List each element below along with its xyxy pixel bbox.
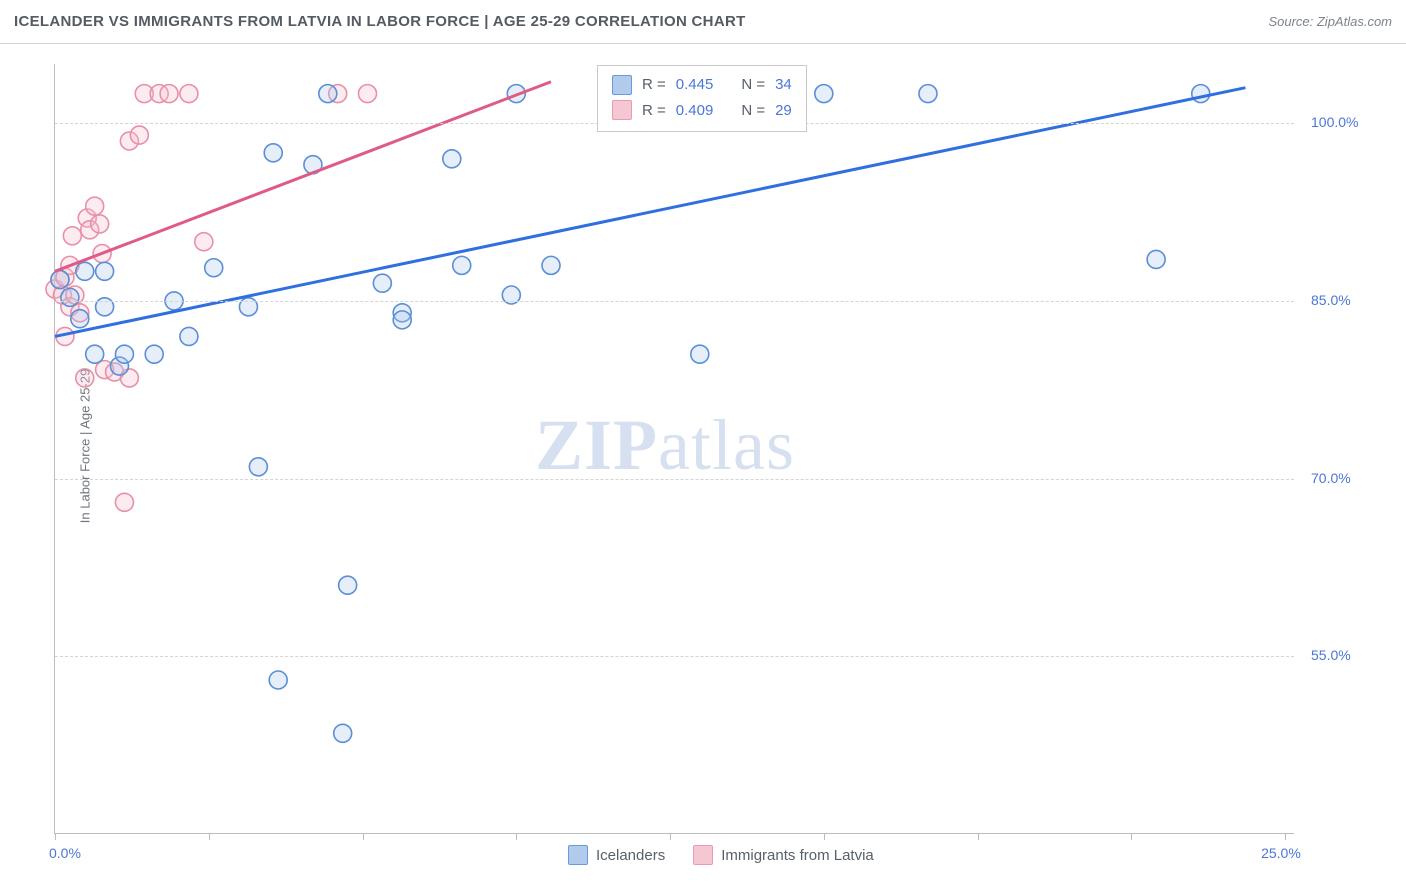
data-point [269, 671, 287, 689]
source-label: Source: ZipAtlas.com [1268, 14, 1392, 29]
data-point [61, 288, 79, 306]
title-bar: ICELANDER VS IMMIGRANTS FROM LATVIA IN L… [0, 0, 1406, 44]
y-tick-label: 100.0% [1311, 114, 1358, 130]
data-point [249, 458, 267, 476]
data-point [339, 576, 357, 594]
data-point [63, 227, 81, 245]
data-point [71, 310, 89, 328]
data-point [1147, 250, 1165, 268]
data-point [86, 197, 104, 215]
data-point [393, 311, 411, 329]
data-point [195, 233, 213, 251]
n-value-2: 29 [775, 98, 792, 124]
r-value-1: 0.445 [676, 72, 714, 98]
scatter-svg [55, 64, 1295, 834]
x-tick-label: 25.0% [1261, 845, 1301, 861]
data-point [51, 271, 69, 289]
swatch-icelanders-icon [612, 75, 632, 95]
data-point [76, 262, 94, 280]
data-point [1192, 85, 1210, 103]
data-point [919, 85, 937, 103]
data-point [334, 724, 352, 742]
n-label-2: N = [741, 98, 765, 124]
n-value-1: 34 [775, 72, 792, 98]
legend-label-2: Immigrants from Latvia [721, 847, 874, 864]
y-tick-label: 85.0% [1311, 292, 1351, 308]
data-point [180, 85, 198, 103]
data-point [76, 369, 94, 387]
swatch-icelanders-icon [568, 845, 588, 865]
chart-title: ICELANDER VS IMMIGRANTS FROM LATVIA IN L… [14, 13, 746, 30]
data-point [443, 150, 461, 168]
x-tick-label: 0.0% [49, 845, 81, 861]
data-point [453, 256, 471, 274]
corr-row-1: R = 0.445 N = 34 [612, 72, 792, 98]
legend-label-1: Icelanders [596, 847, 665, 864]
data-point [319, 85, 337, 103]
data-point [264, 144, 282, 162]
trend-line [55, 82, 551, 272]
data-point [130, 126, 148, 144]
correlation-legend: R = 0.445 N = 34 R = 0.409 N = 29 [597, 65, 807, 132]
data-point [96, 262, 114, 280]
r-label-1: R = [642, 72, 666, 98]
y-tick-label: 55.0% [1311, 647, 1351, 663]
plot-area: ZIPatlas 55.0%70.0%85.0%100.0%0.0%25.0% [54, 64, 1294, 834]
data-point [160, 85, 178, 103]
data-point [145, 345, 163, 363]
series-legend: Icelanders Immigrants from Latvia [568, 845, 874, 865]
data-point [358, 85, 376, 103]
swatch-latvia-icon [693, 845, 713, 865]
corr-row-2: R = 0.409 N = 29 [612, 98, 792, 124]
legend-item-latvia: Immigrants from Latvia [693, 845, 874, 865]
data-point [91, 215, 109, 233]
swatch-latvia-icon [612, 100, 632, 120]
legend-item-icelanders: Icelanders [568, 845, 665, 865]
data-point [115, 493, 133, 511]
n-label-1: N = [741, 72, 765, 98]
data-point [691, 345, 709, 363]
data-point [205, 259, 223, 277]
data-point [373, 274, 391, 292]
data-point [115, 345, 133, 363]
r-value-2: 0.409 [676, 98, 714, 124]
data-point [86, 345, 104, 363]
data-point [180, 327, 198, 345]
data-point [542, 256, 560, 274]
y-tick-label: 70.0% [1311, 470, 1351, 486]
data-point [815, 85, 833, 103]
r-label-2: R = [642, 98, 666, 124]
